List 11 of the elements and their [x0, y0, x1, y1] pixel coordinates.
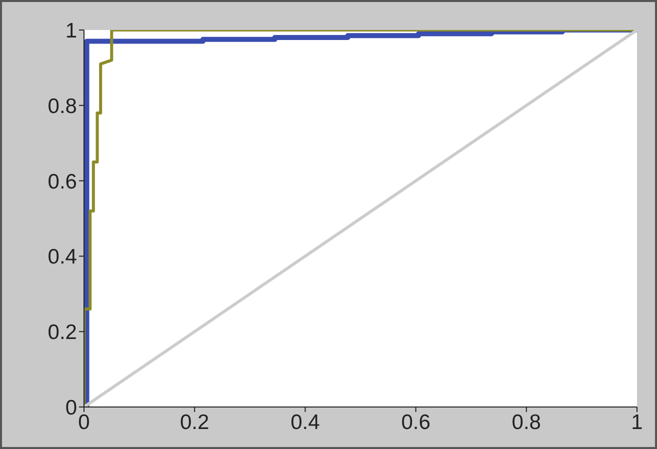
y-tick-label: 0.8	[48, 94, 77, 118]
y-tick-label: 0	[65, 396, 77, 420]
x-tick-label: 0.4	[290, 410, 320, 434]
y-tick-label: 0.4	[48, 246, 78, 269]
y-tick-label: 0.6	[48, 170, 77, 194]
x-tick-label: 1	[631, 410, 643, 434]
x-tick-label: 0.6	[401, 410, 430, 434]
y-tick-label: 0.2	[48, 321, 77, 344]
x-tick-label: 0.2	[180, 410, 210, 434]
y-tick-label: 1	[65, 19, 77, 42]
x-tick-label: 0.8	[512, 410, 541, 434]
